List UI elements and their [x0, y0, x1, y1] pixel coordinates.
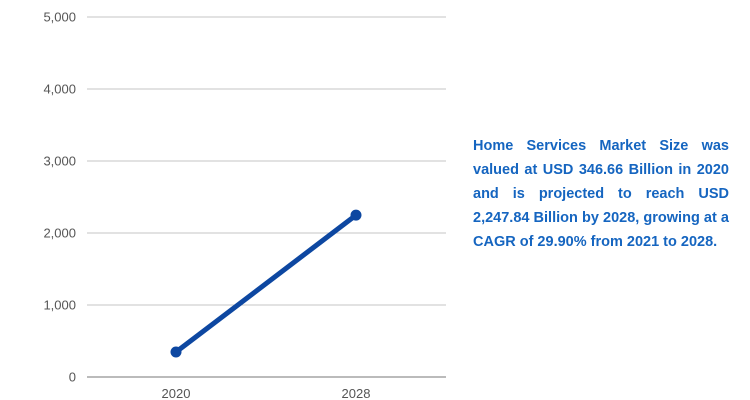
x-axis-ticks: 2020 2028 [162, 386, 371, 400]
y-tick-label: 2,000 [43, 226, 76, 241]
series-group [170, 209, 362, 358]
y-tick-label: 0 [69, 370, 76, 385]
y-tick-label: 5,000 [43, 10, 76, 25]
data-point [170, 346, 182, 358]
data-point [350, 209, 362, 221]
y-axis-ticks: 0 1,000 2,000 3,000 4,000 5,000 [43, 10, 76, 385]
line-chart: 0 1,000 2,000 3,000 4,000 5,000 2020 2028 [43, 10, 446, 400]
market-size-note: Home Services Market Size was valued at … [473, 138, 729, 250]
y-tick-label: 3,000 [43, 154, 76, 169]
x-tick-label: 2020 [162, 386, 191, 400]
y-tick-label: 4,000 [43, 82, 76, 97]
y-tick-label: 1,000 [43, 298, 76, 313]
series-line [173, 212, 359, 355]
x-tick-label: 2028 [342, 386, 371, 400]
grid-lines [87, 16, 446, 378]
